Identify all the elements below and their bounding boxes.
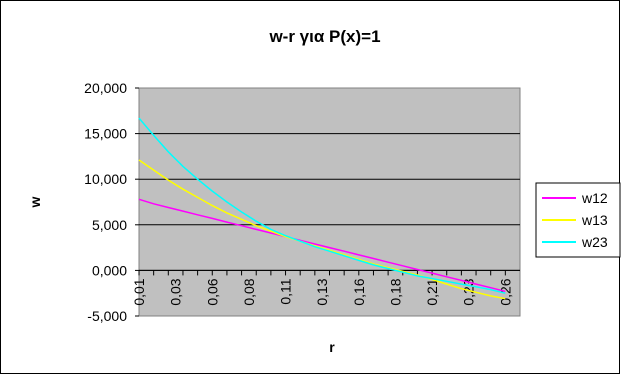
x-tick-label: 0,08 xyxy=(241,278,257,305)
legend-label-w23: w23 xyxy=(581,234,608,250)
legend: w12 w13 w23 xyxy=(535,182,621,258)
series-line-w12 xyxy=(138,198,506,293)
x-tick-label: 0,01 xyxy=(131,278,147,305)
x-tick-label: 0,13 xyxy=(314,278,330,305)
y-tick-label: 10,000 xyxy=(84,171,127,187)
x-tick-label: 0,03 xyxy=(168,278,184,305)
chart-title: w-r για P(x)=1 xyxy=(268,27,380,46)
plot-area xyxy=(138,87,521,317)
legend-label-w13: w13 xyxy=(581,212,608,228)
x-tick-label: 0,26 xyxy=(497,278,513,305)
y-tick-label: 15,000 xyxy=(84,126,127,142)
y-tick-label: 0,000 xyxy=(92,262,127,278)
y-tick-label: 20,000 xyxy=(84,80,127,96)
y-tick-label: -5,000 xyxy=(87,308,127,324)
x-tick-label: 0,16 xyxy=(351,278,367,305)
y-axis-tick-labels: -5,000 0,000 5,000 10,000 15,000 20,000 xyxy=(84,80,139,324)
x-axis-label: r xyxy=(329,339,335,355)
series-line-w13 xyxy=(138,159,506,300)
series-line-w23 xyxy=(138,117,506,294)
y-axis-label: w xyxy=(27,196,43,208)
x-axis: 0,01 0,03 0,06 0,08 0,11 0,13 0,16 0,18 0,21 0,23… xyxy=(131,269,520,306)
y-tick-label: 5,000 xyxy=(92,217,127,233)
legend-label-w12: w12 xyxy=(581,190,608,206)
x-tick-label: 0,06 xyxy=(204,278,220,305)
x-tick-label: 0,21 xyxy=(424,278,440,305)
series-lines xyxy=(138,117,506,300)
x-tick-label: 0,18 xyxy=(387,278,403,305)
x-tick-label: 0,11 xyxy=(278,278,294,304)
